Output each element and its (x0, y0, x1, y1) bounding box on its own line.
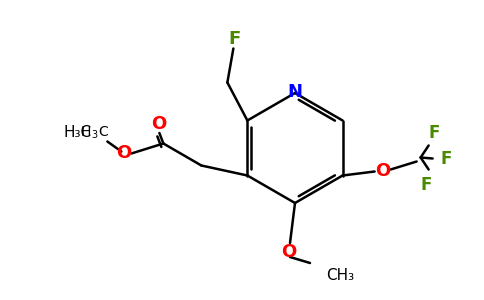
Text: H: H (80, 125, 91, 140)
Text: C: C (98, 125, 108, 140)
Text: O: O (116, 143, 131, 161)
Text: F: F (421, 176, 432, 194)
Text: 3: 3 (91, 130, 97, 140)
Text: O: O (151, 115, 166, 133)
Text: N: N (287, 83, 302, 101)
Text: H₃C: H₃C (63, 125, 91, 140)
Text: F: F (228, 31, 241, 49)
Text: CH₃: CH₃ (326, 268, 354, 283)
Text: O: O (375, 161, 390, 179)
Text: F: F (441, 151, 453, 169)
Text: F: F (429, 124, 440, 142)
Text: O: O (281, 243, 297, 261)
